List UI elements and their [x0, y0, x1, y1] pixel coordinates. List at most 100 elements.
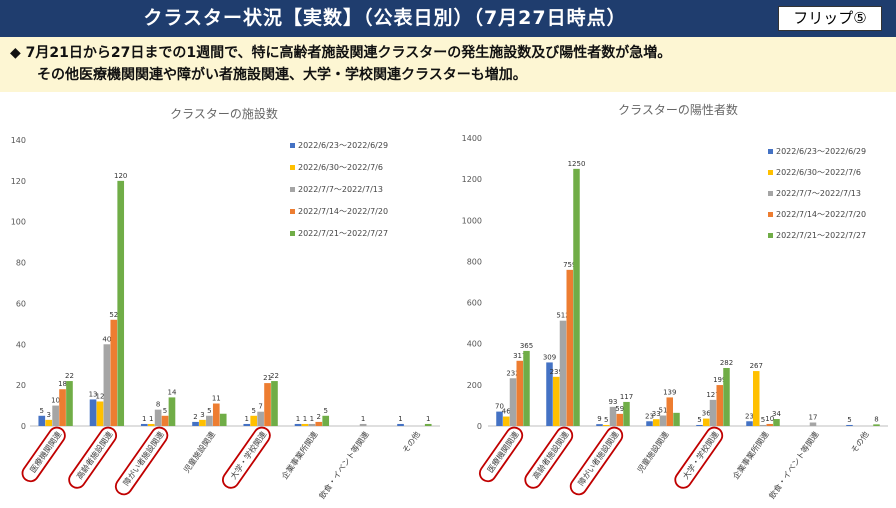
bar	[723, 367, 730, 426]
highlight-outline	[222, 426, 271, 489]
bar	[623, 401, 630, 426]
data-label: 34	[772, 410, 781, 418]
bar	[397, 423, 404, 426]
bar	[117, 180, 125, 426]
highlight-outline	[524, 426, 574, 489]
legend-label: 2022/7/7～2022/7/13	[776, 189, 861, 198]
data-label: 5	[604, 416, 608, 424]
header-bar: クラスター状況【実数】（公表日別）（7月27日時点） フリップ⑤	[0, 0, 896, 37]
category-label: その他	[400, 429, 422, 454]
category-label: 児童施設関連	[635, 429, 671, 474]
bar	[553, 376, 560, 426]
data-label: 1	[361, 415, 365, 423]
bar	[516, 360, 523, 426]
data-label: 1	[310, 415, 314, 423]
bar	[294, 423, 302, 426]
bar	[566, 269, 573, 426]
facility-count-chart-svg: クラスターの施設数02040608010012014053101822医療機関関…	[11, 106, 440, 501]
bar	[359, 423, 367, 426]
data-label: 5	[847, 416, 851, 424]
legend-swatch	[768, 191, 773, 196]
bar	[673, 412, 680, 426]
bar	[503, 416, 510, 426]
category-label: 企業事業所関連	[279, 429, 319, 481]
page-title: クラスター状況【実数】（公表日別）（7月27日時点）	[143, 7, 627, 29]
bar	[257, 411, 264, 426]
data-label: 36	[702, 410, 711, 418]
data-label: 9	[597, 415, 601, 423]
bar	[609, 406, 617, 426]
bar	[38, 415, 46, 426]
data-label: 5	[207, 407, 211, 415]
bar	[154, 409, 162, 426]
bar	[59, 389, 66, 426]
bar	[89, 399, 97, 426]
data-label: 70	[495, 403, 504, 411]
category-label-group: 高齢者施設関連	[524, 426, 574, 489]
data-label: 23	[745, 412, 754, 420]
data-label: 512	[556, 312, 569, 320]
category-label-group: 医療機関関連	[478, 426, 524, 483]
data-label: 14	[168, 388, 177, 396]
data-label: 232	[506, 369, 519, 377]
bar	[759, 424, 767, 426]
bar	[546, 362, 553, 426]
y-tick-label: 1400	[462, 134, 482, 143]
data-label: 3	[46, 411, 50, 419]
category-label-group: 飲食・イベント等関連	[317, 429, 371, 500]
bar	[140, 423, 148, 426]
legend-swatch	[768, 170, 773, 175]
y-tick-label: 200	[467, 381, 482, 390]
legend-label: 2022/6/23～2022/6/29	[298, 141, 388, 150]
bar	[646, 421, 653, 426]
category-label: 医療機関関連	[28, 429, 64, 474]
data-label: 7	[258, 403, 262, 411]
data-label: 239	[550, 368, 563, 376]
category-label-group: 企業事業所関連	[730, 429, 770, 481]
bar	[110, 319, 118, 426]
data-label: 1	[398, 415, 402, 423]
data-label: 17	[809, 414, 818, 422]
bar	[659, 415, 667, 426]
data-label: 5	[40, 407, 44, 415]
summary-line-1: ◆ 7月21日から27日までの1週間で、特に高齢者施設関連クラスターの発生施設数…	[10, 45, 672, 61]
y-tick-label: 600	[467, 299, 482, 308]
y-tick-label: 400	[467, 340, 482, 349]
data-label: 5	[163, 407, 167, 415]
legend-swatch	[290, 209, 295, 214]
category-label: 児童施設関連	[181, 429, 217, 474]
highlight-outline	[478, 426, 524, 483]
chart-title: クラスターの施設数	[170, 106, 278, 121]
bar	[559, 320, 567, 426]
data-label: 46	[502, 408, 511, 416]
bar	[199, 419, 206, 426]
category-label: 高齢者施設関連	[74, 429, 114, 481]
highlight-outline	[569, 426, 624, 496]
category-label: 高齢者施設関連	[530, 429, 570, 481]
data-label: 93	[609, 398, 618, 406]
category-label: 大学・学校関連	[228, 429, 268, 481]
data-label: 8	[156, 401, 160, 409]
bar	[308, 423, 316, 426]
bar	[206, 415, 213, 426]
category-label-group: 大学・学校関連	[674, 426, 724, 489]
data-label: 12	[95, 392, 104, 400]
bar	[219, 413, 227, 426]
y-tick-label: 800	[467, 257, 482, 266]
category-label-group: その他	[400, 429, 422, 454]
category-label-group: 飲食・イベント等関連	[767, 429, 821, 500]
data-label: 365	[520, 342, 533, 350]
data-label: 5	[761, 416, 765, 424]
data-label: 5	[697, 416, 701, 424]
data-label: 40	[102, 335, 111, 343]
bar	[147, 423, 155, 426]
bar	[716, 385, 723, 426]
legend-swatch	[290, 231, 295, 236]
data-label: 1	[303, 415, 307, 423]
legend-label: 2022/7/14～2022/7/20	[298, 207, 388, 216]
bar	[301, 423, 309, 426]
data-label: 22	[270, 372, 279, 380]
category-label: 大学・学校関連	[680, 429, 720, 481]
y-tick-label: 120	[11, 177, 26, 186]
data-label: 22	[65, 372, 74, 380]
